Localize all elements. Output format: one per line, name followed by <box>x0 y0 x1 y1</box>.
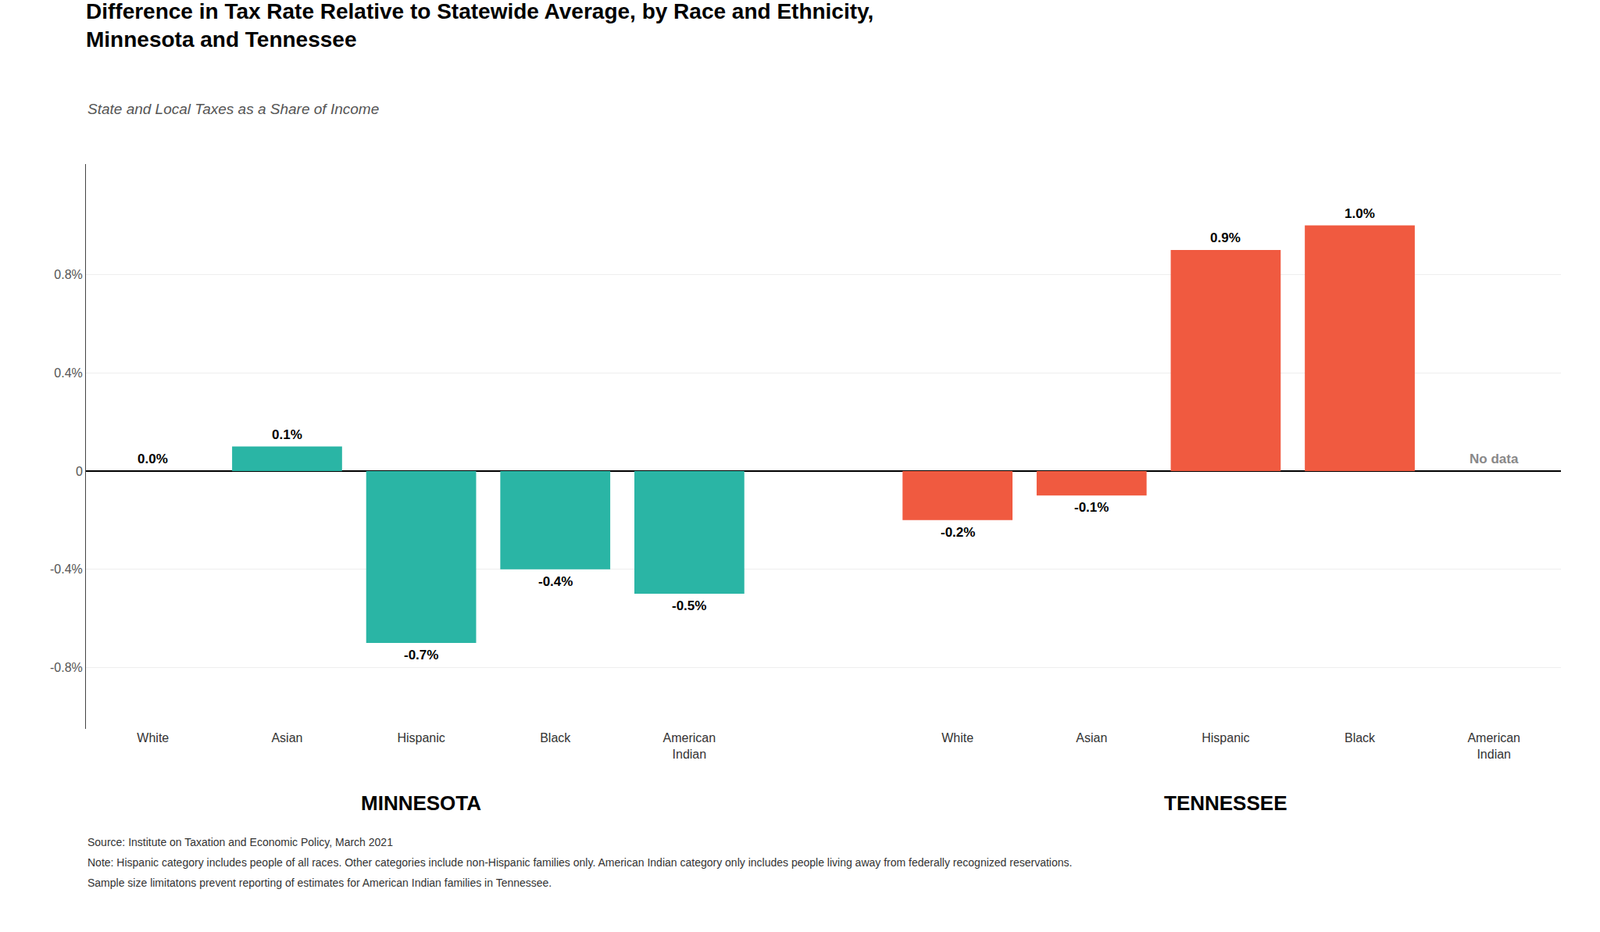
svg-text:-0.2%: -0.2% <box>940 525 975 540</box>
svg-text:Hispanic: Hispanic <box>1201 731 1250 745</box>
svg-text:-0.8%: -0.8% <box>50 660 83 675</box>
svg-text:State and Local Taxes as a Sha: State and Local Taxes as a Share of Inco… <box>87 100 379 118</box>
svg-text:No data: No data <box>1469 451 1519 467</box>
svg-text:-0.7%: -0.7% <box>403 647 439 663</box>
svg-text:0.0%: 0.0% <box>137 451 168 467</box>
svg-text:0.4%: 0.4% <box>53 366 83 380</box>
svg-text:MINNESOTA: MINNESOTA <box>360 791 482 815</box>
svg-text:Difference in Tax Rate Relativ: Difference in Tax Rate Relative to State… <box>85 0 874 52</box>
svg-text:0.9%: 0.9% <box>1210 230 1241 246</box>
svg-text:Asian: Asian <box>271 731 303 745</box>
svg-text:0.1%: 0.1% <box>271 427 303 443</box>
svg-text:Sample size limitatons prevent: Sample size limitatons prevent reporting… <box>87 876 552 890</box>
svg-text:White: White <box>941 731 974 745</box>
svg-text:Note: Hispanic category includ: Note: Hispanic category includes people … <box>87 856 1072 869</box>
svg-text:TENNESSEE: TENNESSEE <box>1164 791 1288 815</box>
svg-text:AmericanIndian: AmericanIndian <box>663 731 717 761</box>
svg-text:-0.1%: -0.1% <box>1074 500 1109 515</box>
svg-text:Source: Institute on Taxation: Source: Institute on Taxation and Econom… <box>87 835 393 849</box>
svg-text:AmericanIndian: AmericanIndian <box>1467 731 1521 761</box>
svg-text:0.8%: 0.8% <box>53 267 83 282</box>
svg-text:White: White <box>136 731 169 745</box>
svg-text:-0.5%: -0.5% <box>671 598 707 614</box>
svg-text:Black: Black <box>1344 731 1376 745</box>
svg-text:Hispanic: Hispanic <box>396 731 445 745</box>
svg-text:Asian: Asian <box>1075 731 1108 745</box>
svg-text:0: 0 <box>75 464 83 479</box>
svg-text:1.0%: 1.0% <box>1344 206 1375 222</box>
svg-text:-0.4%: -0.4% <box>538 574 573 590</box>
svg-text:-0.4%: -0.4% <box>50 562 83 576</box>
svg-text:Black: Black <box>539 731 572 745</box>
